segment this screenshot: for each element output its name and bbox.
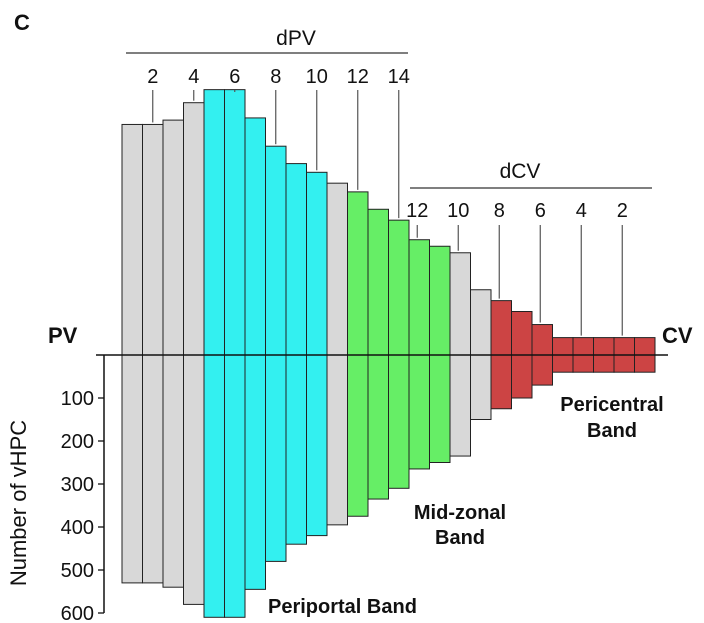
bar-upper bbox=[429, 245, 451, 356]
dpv-tick-label: 2 bbox=[147, 66, 158, 88]
bar-lower bbox=[183, 354, 205, 605]
bar-upper bbox=[285, 163, 307, 356]
bar-upper bbox=[388, 219, 410, 356]
pericentral-band-label-line1: Pericentral bbox=[560, 394, 663, 416]
pericentral-band-label-line2: Band bbox=[587, 420, 637, 442]
bar-lower bbox=[490, 354, 512, 410]
dpv-tick-label: 6 bbox=[229, 66, 240, 88]
bar-upper bbox=[593, 337, 615, 356]
bar-lower bbox=[367, 354, 389, 500]
pv-label: PV bbox=[48, 323, 78, 348]
dcv-group: dCV 12 10 8 6 4 2 bbox=[406, 160, 652, 336]
bar-upper bbox=[244, 117, 266, 356]
y-tick-label: 400 bbox=[61, 517, 94, 539]
dcv-label: dCV bbox=[500, 160, 541, 183]
midzonal-band-label-line2: Band bbox=[435, 527, 485, 549]
bar-lower bbox=[531, 354, 553, 386]
bar-upper bbox=[449, 252, 471, 356]
bar-upper bbox=[224, 89, 246, 356]
dpv-tick-label: 14 bbox=[388, 66, 410, 88]
bar-lower bbox=[121, 354, 143, 584]
bar-upper bbox=[572, 337, 594, 356]
bar-upper bbox=[613, 337, 635, 356]
bar-lower bbox=[429, 354, 451, 463]
dpv-group: dPV 2 4 6 8 10 12 14 bbox=[126, 27, 410, 219]
bar-lower bbox=[142, 354, 164, 584]
dpv-tick-label: 10 bbox=[306, 66, 328, 88]
bar-lower bbox=[388, 354, 410, 489]
bar-upper bbox=[183, 102, 205, 356]
dpv-label: dPV bbox=[276, 27, 316, 50]
y-tick-label: 100 bbox=[61, 388, 94, 410]
dcv-tick-label: 6 bbox=[535, 200, 546, 222]
bar-upper bbox=[490, 300, 512, 356]
bar-lower bbox=[347, 354, 369, 517]
bar-lower bbox=[265, 354, 287, 562]
y-tick-label: 500 bbox=[61, 560, 94, 582]
dpv-tick-label: 8 bbox=[270, 66, 281, 88]
bar-lower bbox=[408, 354, 430, 470]
bar-upper bbox=[347, 191, 369, 356]
bar-upper bbox=[408, 239, 430, 356]
dcv-tick-label: 2 bbox=[617, 200, 628, 222]
bar-lower bbox=[326, 354, 348, 526]
bar-lower bbox=[470, 354, 492, 420]
bar-lower bbox=[203, 354, 225, 618]
y-tick-label: 200 bbox=[61, 431, 94, 453]
y-tick-label: 600 bbox=[61, 603, 94, 623]
bar-upper bbox=[265, 145, 287, 356]
bar-lower bbox=[285, 354, 307, 545]
bar-upper bbox=[326, 182, 348, 356]
bar-lower bbox=[162, 354, 184, 588]
cv-label: CV bbox=[662, 323, 693, 348]
panel-label: C bbox=[14, 10, 30, 35]
dcv-tick-label: 8 bbox=[494, 200, 505, 222]
bar-lower bbox=[613, 354, 635, 373]
y-ticks: 100 200 300 400 500 600 bbox=[61, 388, 104, 623]
dcv-tick-label: 10 bbox=[447, 200, 469, 222]
bar-upper bbox=[162, 119, 184, 356]
bar-upper bbox=[306, 171, 328, 356]
bar-upper bbox=[511, 311, 533, 356]
bar-upper bbox=[203, 89, 225, 356]
bar-lower bbox=[306, 354, 328, 537]
bar-lower bbox=[634, 354, 656, 373]
bar-upper bbox=[552, 337, 574, 356]
bar-lower bbox=[244, 354, 266, 590]
bar-upper bbox=[142, 123, 164, 356]
dcv-tick-label: 12 bbox=[406, 200, 428, 222]
bar-upper bbox=[531, 324, 553, 356]
periportal-band-label: Periportal Band bbox=[268, 596, 417, 618]
bar-lower bbox=[572, 354, 594, 373]
bar-upper bbox=[470, 289, 492, 356]
bar-lower bbox=[511, 354, 533, 399]
bar-upper bbox=[367, 208, 389, 356]
bar-upper bbox=[634, 337, 656, 356]
bar-upper bbox=[121, 123, 143, 356]
dpv-tick-label: 12 bbox=[347, 66, 369, 88]
bars-group bbox=[121, 89, 656, 618]
bar-lower bbox=[552, 354, 574, 373]
y-axis-label: Number of vHPC bbox=[6, 420, 31, 586]
dcv-tick-label: 4 bbox=[576, 200, 587, 222]
bar-lower bbox=[449, 354, 471, 457]
bar-lower bbox=[224, 354, 246, 618]
bar-lower bbox=[593, 354, 615, 373]
midzonal-band-label-line1: Mid-zonal bbox=[414, 502, 506, 524]
dpv-tick-label: 4 bbox=[188, 66, 199, 88]
y-tick-label: 300 bbox=[61, 474, 94, 496]
